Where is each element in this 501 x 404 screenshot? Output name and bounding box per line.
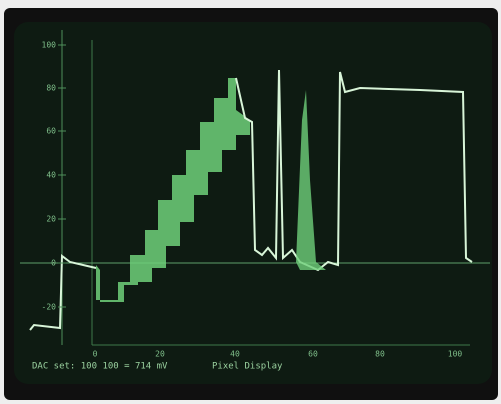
scale-label: 80: [46, 84, 56, 93]
time-label: 60: [308, 350, 318, 359]
time-label: 80: [375, 350, 385, 359]
status-text: DAC set: 100 100 = 714 mV: [32, 362, 168, 372]
pulse-fill: [296, 90, 326, 270]
scale-label: 60: [46, 127, 56, 136]
mode-text: Pixel Display: [212, 362, 283, 372]
scale-label: -20: [42, 303, 57, 312]
scale-label: 20: [46, 215, 56, 224]
ramp-fill: [96, 78, 250, 302]
time-label: 40: [230, 350, 240, 359]
time-label: 0: [93, 350, 98, 359]
time-label: 20: [155, 350, 165, 359]
scale-label: 40: [46, 171, 56, 180]
scale-label: 0: [51, 259, 56, 268]
left-scale: 100 80 60 40 20 0 -20: [42, 41, 66, 312]
time-label: 100: [448, 350, 463, 359]
scale-label: 100: [42, 41, 57, 50]
bottom-scale: 0 20 40 60 80 100: [93, 350, 463, 359]
